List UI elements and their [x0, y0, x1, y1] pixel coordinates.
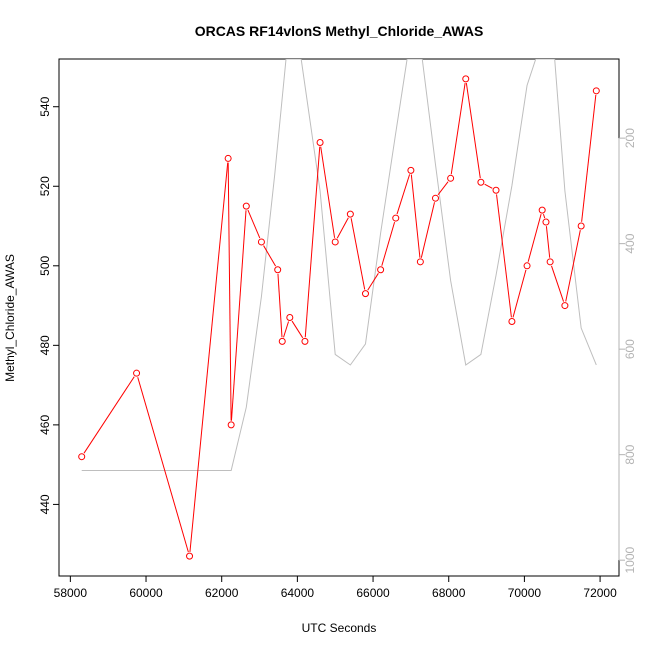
series-segment	[542, 213, 546, 219]
y-axis: 440 460 480 500 520 540	[38, 96, 60, 514]
x-axis: 58000 60000 62000 64000 66000 68000 70000 72000	[54, 575, 617, 600]
secondary-series	[81, 59, 597, 471]
y-axis-label: Methyl_Chloride_AWAS	[3, 254, 17, 382]
data-point	[227, 421, 235, 429]
data-point	[316, 139, 324, 147]
series-segment	[350, 218, 366, 290]
series-segment	[396, 174, 411, 215]
series-segment	[277, 273, 283, 338]
secondary-series-line	[81, 59, 597, 471]
data-point	[477, 178, 485, 186]
data-point	[78, 453, 86, 461]
series-segment	[581, 94, 597, 222]
series-segment	[527, 214, 542, 262]
series-segment	[484, 183, 493, 189]
data-point	[301, 337, 309, 345]
data-point	[257, 238, 265, 246]
x-tick-label: 58000	[54, 586, 88, 600]
y-tick-label: 460	[38, 415, 52, 435]
series-segment	[320, 146, 336, 238]
x-tick-label: 62000	[205, 586, 239, 600]
series-segment	[367, 273, 379, 291]
right-tick-label: 400	[623, 233, 637, 253]
series-segment	[336, 217, 349, 239]
x-tick-label: 60000	[129, 586, 163, 600]
y-tick-label: 440	[38, 494, 52, 514]
y-tick-label: 540	[38, 96, 52, 116]
data-point	[538, 206, 546, 214]
data-point	[546, 258, 554, 266]
series-segment	[496, 194, 512, 318]
series-segment	[247, 209, 261, 239]
data-point	[542, 218, 550, 226]
right-tick-label: 200	[623, 128, 637, 148]
series-segment	[410, 174, 421, 258]
right-tick-label: 800	[623, 444, 637, 464]
data-point	[331, 238, 339, 246]
x-tick-label: 70000	[508, 586, 542, 600]
series-segment	[465, 82, 481, 179]
data-point	[286, 314, 294, 321]
series-segment	[263, 245, 277, 267]
data-point	[447, 174, 455, 182]
plot-frame	[58, 58, 620, 577]
data-point	[278, 337, 286, 345]
right-tick-label: 1000	[623, 547, 637, 574]
series-segment	[227, 162, 232, 421]
data-point	[523, 262, 531, 270]
y-tick-label: 480	[38, 335, 52, 355]
data-point	[377, 266, 385, 274]
x-axis-label: UTC Seconds	[302, 621, 377, 635]
data-point	[274, 266, 282, 274]
data-point	[361, 290, 369, 298]
series-segment	[437, 181, 449, 196]
x-tick-label: 66000	[356, 586, 390, 600]
data-point	[416, 258, 424, 266]
series-segment	[545, 226, 551, 258]
y-tick-label: 520	[38, 176, 52, 196]
x-tick-label: 68000	[432, 586, 466, 600]
series-segment	[291, 320, 304, 339]
series-segment	[137, 377, 189, 553]
data-point	[407, 166, 415, 174]
data-point	[462, 75, 470, 83]
series-segment	[381, 221, 396, 266]
series-segment	[565, 230, 581, 302]
series-segment	[230, 210, 247, 421]
series-segment	[83, 376, 135, 454]
data-point	[577, 222, 585, 230]
data-point	[133, 369, 141, 377]
data-point	[492, 186, 500, 194]
y-tick-label: 500	[38, 255, 52, 275]
data-point	[431, 194, 439, 202]
data-point	[346, 210, 354, 218]
data-point	[186, 552, 194, 560]
methyl-chloride-series	[78, 75, 600, 560]
series-segment	[551, 265, 565, 302]
chart-title: ORCAS RF14vlonS Methyl_Chloride_AWAS	[195, 23, 484, 39]
right-axis: 200 400 600 800 1000	[618, 128, 637, 574]
data-point	[392, 214, 400, 222]
data-point	[592, 87, 600, 95]
right-tick-label: 600	[623, 339, 637, 359]
series-segment	[450, 82, 466, 175]
series-segment	[304, 146, 321, 338]
x-tick-label: 72000	[583, 586, 617, 600]
series-segment	[420, 202, 436, 258]
x-tick-label: 64000	[281, 586, 315, 600]
data-point	[561, 302, 569, 310]
data-point	[242, 202, 250, 210]
series-segment	[189, 162, 229, 552]
series-segment	[283, 321, 290, 338]
data-point	[224, 154, 232, 162]
data-point	[508, 317, 516, 325]
series-segment	[512, 269, 527, 318]
